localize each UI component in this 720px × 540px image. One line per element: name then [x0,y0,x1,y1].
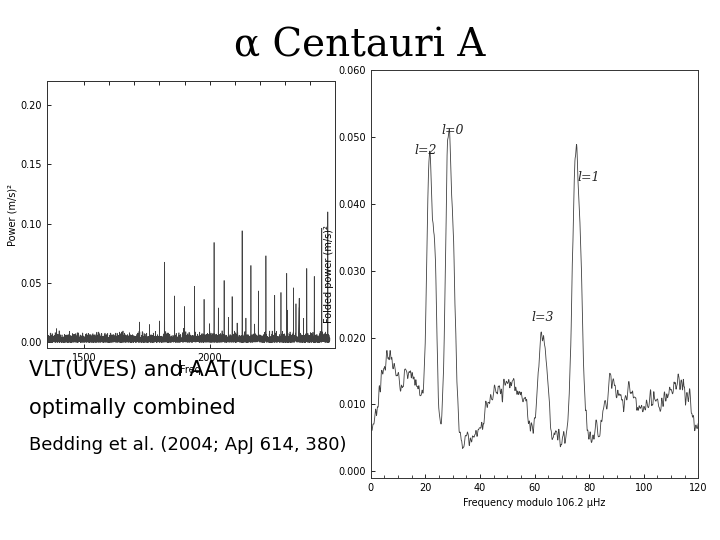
Text: l=0: l=0 [441,124,464,137]
Y-axis label: Power (m/s)²: Power (m/s)² [8,184,18,246]
Text: VLT(UVES) and AAT(UCLES): VLT(UVES) and AAT(UCLES) [29,360,314,380]
Text: l=1: l=1 [578,171,600,184]
X-axis label: Frequency modulo 106.2 μHz: Frequency modulo 106.2 μHz [464,498,606,508]
Text: α Centauri A: α Centauri A [234,27,486,64]
Text: optimally combined: optimally combined [29,397,235,418]
Text: Bedding et al. (2004; ApJ 614, 380): Bedding et al. (2004; ApJ 614, 380) [29,436,346,455]
Text: l=2: l=2 [414,144,436,157]
Y-axis label: Folded power (m/s)²: Folded power (m/s)² [324,225,334,323]
Text: l=3: l=3 [531,311,554,324]
X-axis label: Freq: Freq [181,364,201,375]
